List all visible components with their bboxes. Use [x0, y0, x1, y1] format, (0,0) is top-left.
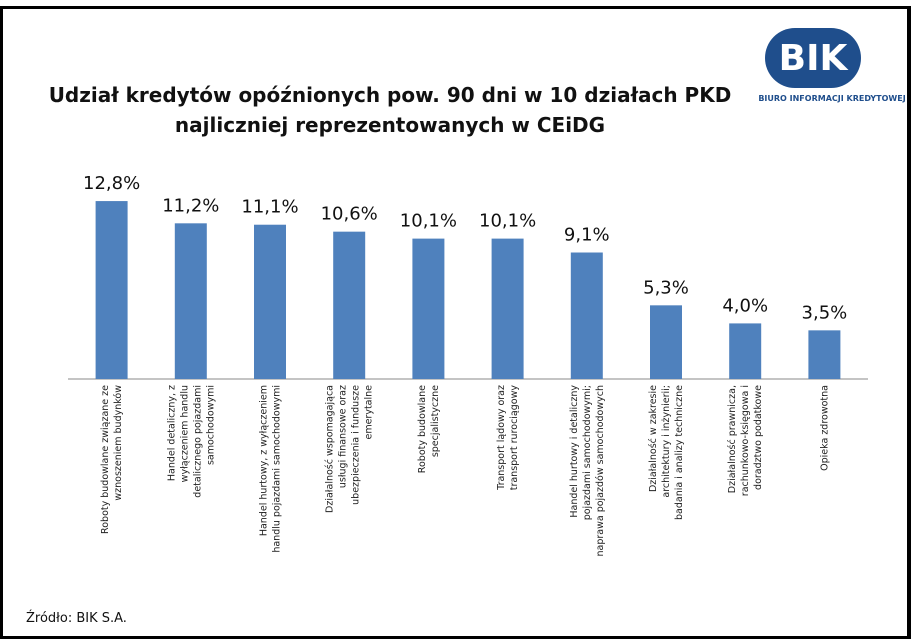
- value-label: 10,6%: [321, 204, 378, 225]
- bar: [808, 330, 841, 379]
- x-tick-label: Działalność w zakresie architektury i inż…: [648, 385, 685, 520]
- bar: [729, 323, 762, 379]
- logo-text: BIK: [779, 38, 849, 79]
- bar: [491, 238, 524, 379]
- bar: [174, 223, 207, 379]
- source: Źródło: BIK S.A.: [26, 610, 127, 626]
- bar: [333, 231, 366, 379]
- x-tick-label: Opieka zdrowotna: [819, 385, 830, 471]
- bar: [412, 238, 445, 379]
- x-tick-label: Handel hurtowy, z wyłączeniem handlu poja…: [259, 385, 283, 553]
- bar: [254, 224, 286, 379]
- logo-subtitle: BIURO INFORMACJI KREDYTOWEJ: [758, 94, 905, 103]
- x-tick-label: Handel detaliczny, z wyłączeniem handlu de…: [166, 385, 216, 498]
- value-label: 4,0%: [722, 295, 768, 316]
- x-tick-label: Transport lądowy oraz transport rurociągo…: [496, 385, 520, 491]
- bar: [95, 201, 128, 379]
- value-label: 10,1%: [400, 211, 457, 232]
- x-tick-label: Handel hurtowy i detaliczny pojazdami sam…: [569, 385, 606, 557]
- bar: [570, 252, 603, 379]
- value-label: 12,8%: [83, 173, 140, 194]
- x-tick-label: Działalność prawnicza, rachunkowo-księgow…: [727, 385, 764, 496]
- logo-badge: [765, 28, 861, 88]
- value-label: 3,5%: [802, 302, 848, 323]
- value-label: 11,2%: [162, 195, 219, 216]
- x-tick-label: Roboty budowlane związane ze wznoszeniem …: [100, 385, 124, 534]
- x-tick-label: Działalność wspomagająca usługi finansowe…: [325, 385, 375, 513]
- value-label: 9,1%: [564, 225, 610, 246]
- frame: [0, 6, 911, 639]
- x-tick-label: Roboty budowlane specjalistyczne: [417, 385, 441, 473]
- value-label: 5,3%: [643, 277, 689, 298]
- bar: [650, 305, 682, 379]
- chart-title: Udział kredytów opóźnionych pow. 90 dni …: [48, 83, 732, 137]
- value-label: 10,1%: [479, 211, 536, 232]
- value-label: 11,1%: [241, 197, 298, 218]
